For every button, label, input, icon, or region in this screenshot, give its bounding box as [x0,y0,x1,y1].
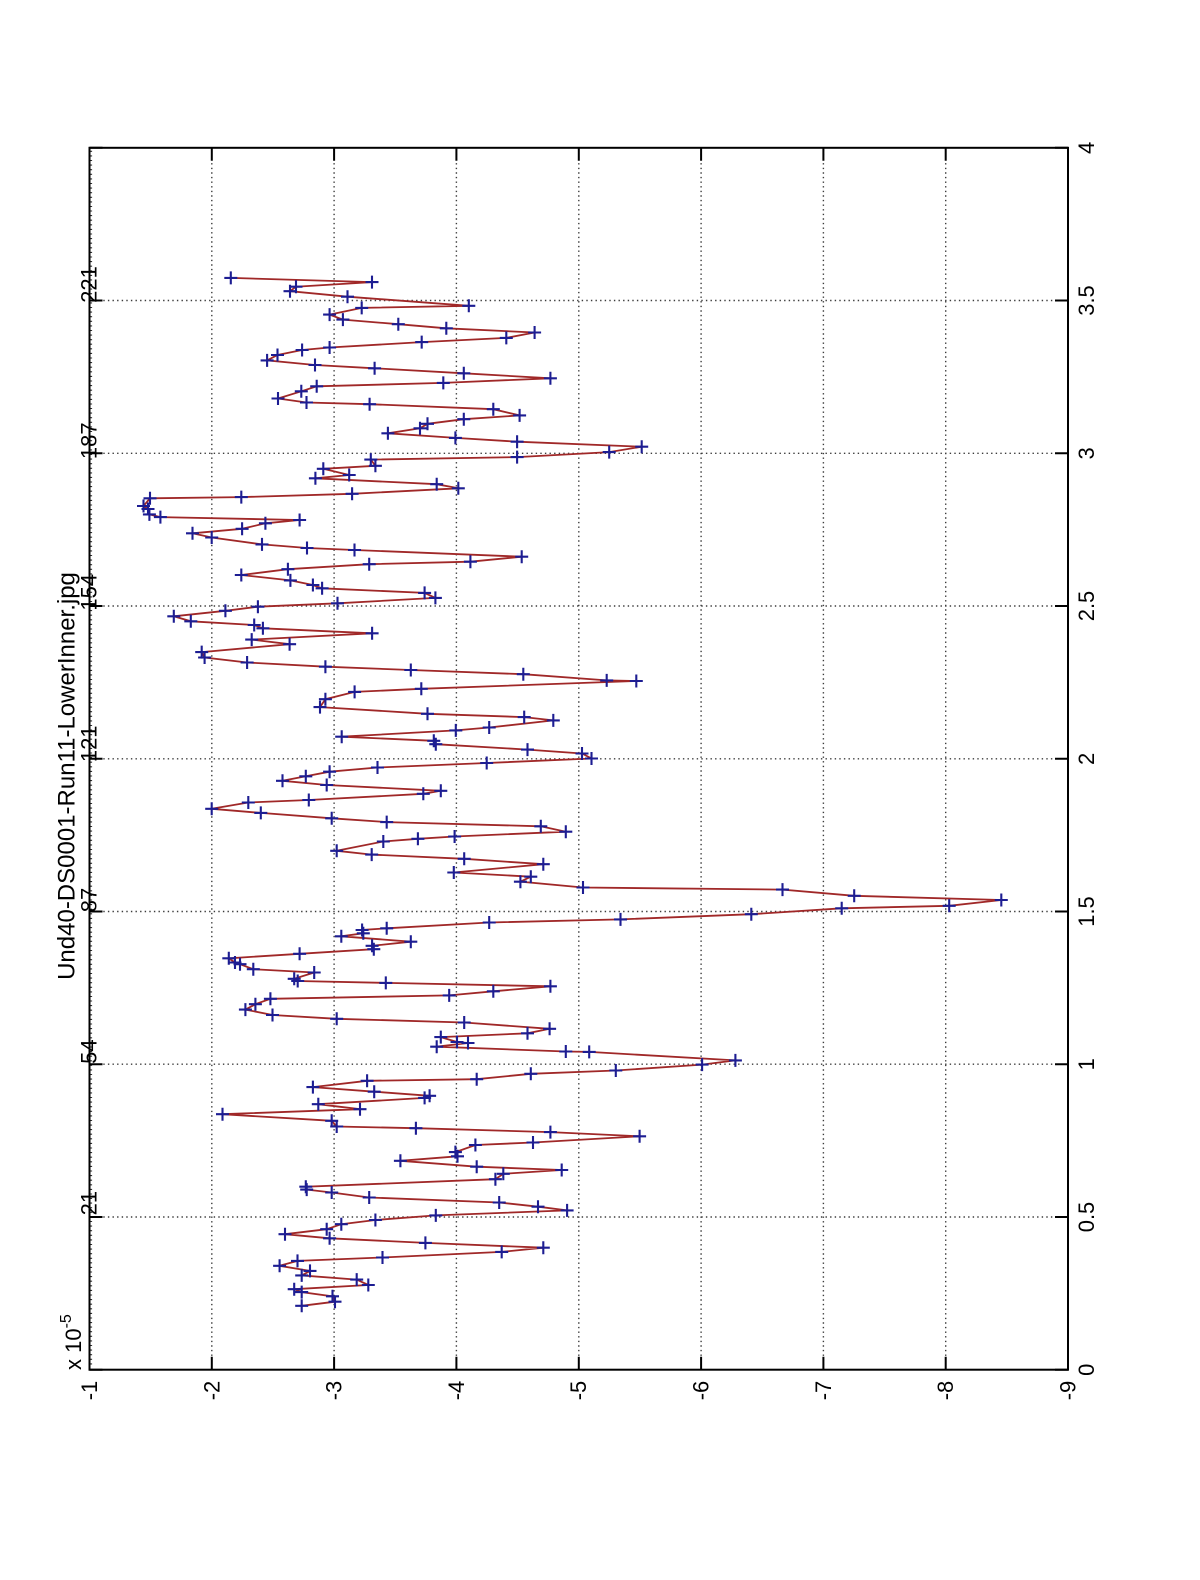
svg-text:21: 21 [77,1191,102,1215]
svg-text:-2: -2 [199,1381,224,1401]
svg-text:121: 121 [77,725,102,762]
svg-text:-7: -7 [811,1381,836,1401]
svg-text:-9: -9 [1056,1381,1081,1401]
svg-text:221: 221 [77,266,102,303]
svg-text:0.5: 0.5 [1074,1202,1099,1233]
svg-text:-1: -1 [77,1381,102,1401]
svg-text:4: 4 [1074,142,1099,154]
svg-text:Und40-DS0001-Run11-LowerInner.: Und40-DS0001-Run11-LowerInner.jpg [54,572,81,980]
svg-text:-6: -6 [689,1381,714,1401]
svg-text:-5: -5 [566,1381,591,1401]
svg-text:54: 54 [77,1039,102,1063]
svg-text:-3: -3 [322,1381,347,1401]
svg-text:187: 187 [77,422,102,459]
svg-text:2: 2 [1074,753,1099,765]
svg-text:x 10-5: x 10-5 [58,1314,86,1370]
svg-text:87: 87 [77,888,102,912]
svg-text:154: 154 [77,574,102,611]
svg-text:-4: -4 [444,1381,469,1401]
svg-text:1: 1 [1074,1058,1099,1070]
svg-text:0: 0 [1074,1364,1099,1376]
svg-text:2.5: 2.5 [1074,591,1099,622]
svg-text:3.5: 3.5 [1074,285,1099,316]
svg-text:3: 3 [1074,447,1099,459]
svg-text:1.5: 1.5 [1074,896,1099,927]
svg-text:-8: -8 [933,1381,958,1401]
